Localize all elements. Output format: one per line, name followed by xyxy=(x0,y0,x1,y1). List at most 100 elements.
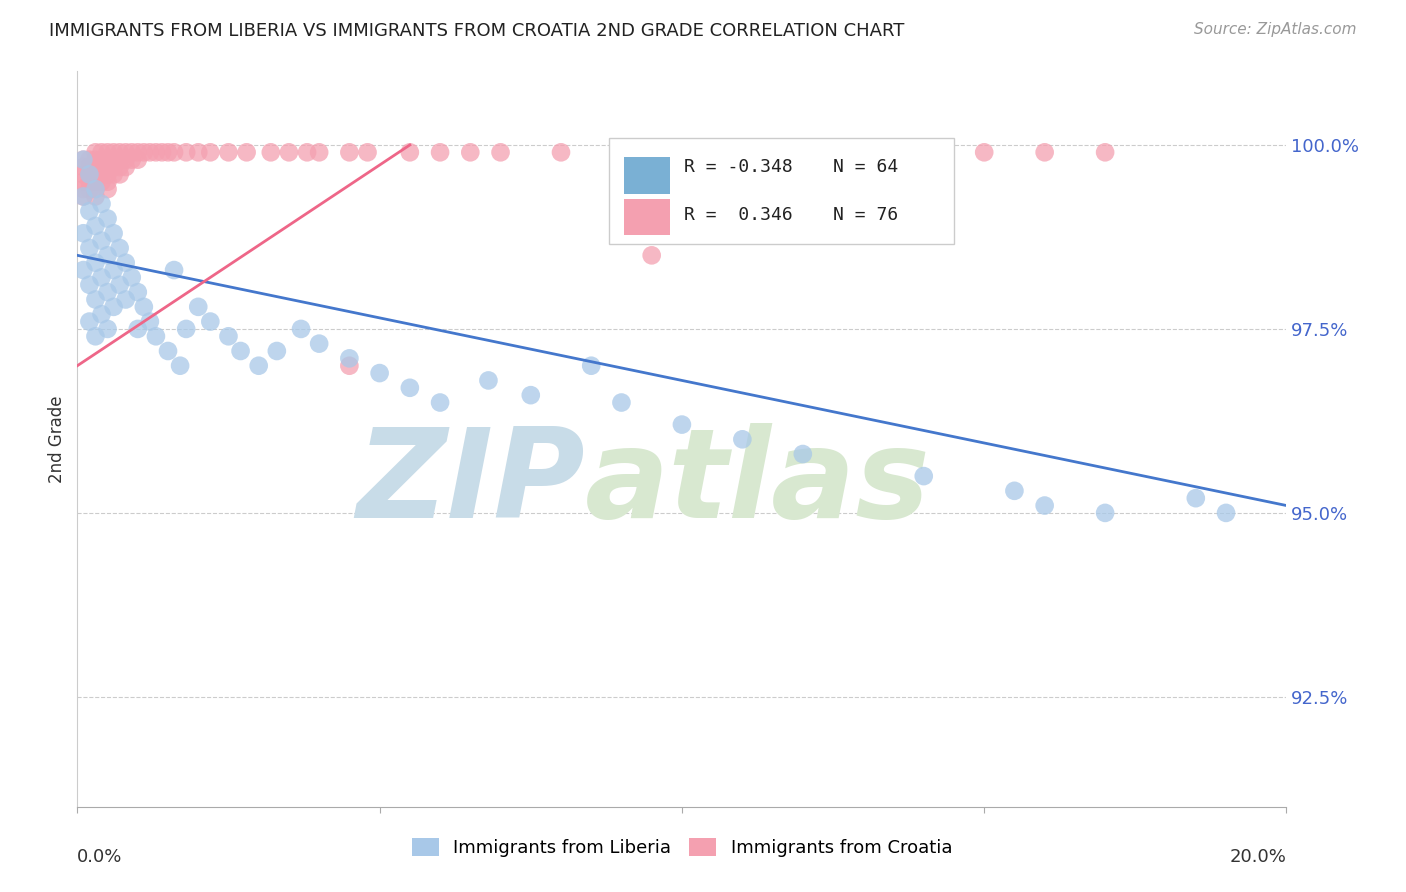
Point xyxy=(103,226,125,240)
Point xyxy=(260,145,283,160)
Point xyxy=(103,263,125,277)
Point xyxy=(84,182,107,196)
Point xyxy=(108,153,131,167)
Point xyxy=(72,160,94,174)
Point xyxy=(671,145,693,160)
Point xyxy=(247,359,270,373)
Point xyxy=(139,314,162,328)
Point xyxy=(610,145,633,160)
Point xyxy=(458,145,481,160)
Point xyxy=(103,160,125,174)
Point xyxy=(266,344,288,359)
Point xyxy=(218,145,240,160)
Point xyxy=(132,300,155,314)
Point xyxy=(127,322,149,336)
Point xyxy=(912,145,935,160)
Point xyxy=(72,175,94,189)
Point xyxy=(96,167,118,181)
Point xyxy=(96,285,118,300)
FancyBboxPatch shape xyxy=(609,137,955,244)
Text: IMMIGRANTS FROM LIBERIA VS IMMIGRANTS FROM CROATIA 2ND GRADE CORRELATION CHART: IMMIGRANTS FROM LIBERIA VS IMMIGRANTS FR… xyxy=(49,22,904,40)
Point xyxy=(72,263,94,277)
Point xyxy=(72,189,94,203)
Point xyxy=(235,145,257,160)
Point xyxy=(731,433,754,447)
Point xyxy=(157,344,180,359)
Point xyxy=(671,417,693,432)
Point xyxy=(792,447,814,461)
Point xyxy=(150,145,173,160)
Point xyxy=(84,219,107,233)
Y-axis label: 2nd Grade: 2nd Grade xyxy=(48,395,66,483)
Point xyxy=(90,197,112,211)
Legend: Immigrants from Liberia, Immigrants from Croatia: Immigrants from Liberia, Immigrants from… xyxy=(405,830,959,864)
Point xyxy=(121,145,143,160)
Text: Source: ZipAtlas.com: Source: ZipAtlas.com xyxy=(1194,22,1357,37)
Point xyxy=(90,153,112,167)
Point xyxy=(127,145,149,160)
Text: N = 64: N = 64 xyxy=(832,158,898,176)
Point xyxy=(121,153,143,167)
Point xyxy=(90,270,112,285)
Point xyxy=(1033,145,1056,160)
Point xyxy=(84,153,107,167)
Point xyxy=(127,153,149,167)
Point xyxy=(127,285,149,300)
FancyBboxPatch shape xyxy=(624,158,669,194)
Point xyxy=(337,145,360,160)
Point xyxy=(429,395,451,409)
Point xyxy=(103,167,125,181)
Point xyxy=(84,160,107,174)
Point xyxy=(477,374,499,388)
Point xyxy=(79,314,101,328)
Point xyxy=(399,145,422,160)
Point xyxy=(90,307,112,321)
Point xyxy=(114,255,136,269)
Point xyxy=(96,322,118,336)
Point xyxy=(84,145,107,160)
Point xyxy=(973,145,995,160)
Point xyxy=(72,167,94,181)
Text: 20.0%: 20.0% xyxy=(1230,847,1286,866)
Point xyxy=(290,322,312,336)
Text: ZIP: ZIP xyxy=(357,423,585,544)
Point xyxy=(174,145,197,160)
Point xyxy=(84,293,107,307)
Point xyxy=(84,255,107,269)
Point xyxy=(121,270,143,285)
Point xyxy=(79,277,101,292)
Point xyxy=(132,145,155,160)
Point xyxy=(399,381,422,395)
Point xyxy=(90,145,112,160)
Point xyxy=(356,145,378,160)
Point xyxy=(368,366,391,380)
Point xyxy=(79,182,101,196)
Point xyxy=(1184,491,1206,505)
Point xyxy=(145,329,167,343)
Point xyxy=(90,175,112,189)
Point xyxy=(200,314,222,328)
Point xyxy=(90,167,112,181)
Point xyxy=(163,145,186,160)
Point xyxy=(96,248,118,262)
Point xyxy=(108,277,131,292)
Point xyxy=(114,145,136,160)
Point xyxy=(337,359,360,373)
Point xyxy=(912,469,935,483)
Point xyxy=(174,322,197,336)
Point xyxy=(103,153,125,167)
Point xyxy=(79,175,101,189)
Point xyxy=(520,388,543,402)
FancyBboxPatch shape xyxy=(624,199,669,235)
Point xyxy=(1094,145,1116,160)
Point xyxy=(1033,499,1056,513)
Point xyxy=(103,145,125,160)
Point xyxy=(103,300,125,314)
Point xyxy=(96,182,118,196)
Point xyxy=(96,153,118,167)
Point xyxy=(84,182,107,196)
Point xyxy=(72,226,94,240)
Point xyxy=(489,145,512,160)
Point xyxy=(229,344,252,359)
Point xyxy=(96,145,118,160)
